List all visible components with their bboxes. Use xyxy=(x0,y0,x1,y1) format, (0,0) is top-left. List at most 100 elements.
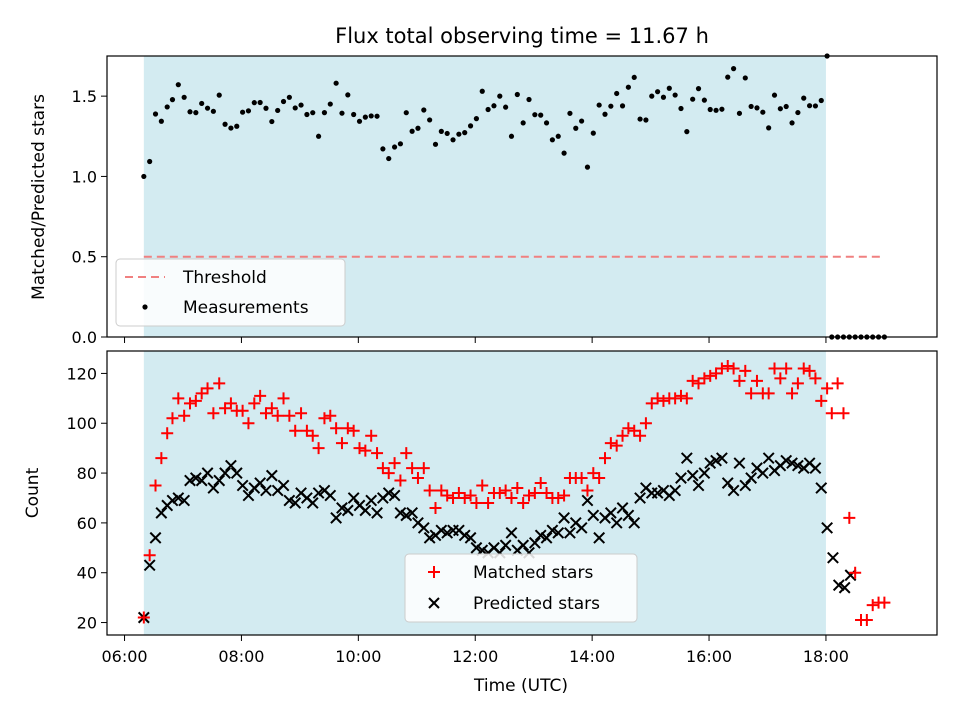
measurement-point xyxy=(771,92,778,98)
measurement-point xyxy=(321,110,328,116)
matched-point xyxy=(341,422,354,435)
matched-point xyxy=(306,429,319,442)
matched-point xyxy=(312,442,325,455)
predicted-point xyxy=(809,462,822,474)
measurement-point xyxy=(508,133,515,139)
measurement-point xyxy=(806,103,813,109)
predicted-point xyxy=(715,452,728,465)
matched-point xyxy=(528,487,541,499)
measurement-point xyxy=(567,110,573,116)
predicted-point xyxy=(225,459,237,472)
predicted-point xyxy=(359,504,372,517)
measurement-point xyxy=(666,85,672,91)
matched-point xyxy=(411,472,424,485)
y-tick-label: 120 xyxy=(66,364,97,383)
x-tick-label: 14:00 xyxy=(569,647,615,666)
matched-point xyxy=(750,374,763,387)
measurement-point xyxy=(655,89,661,95)
measurement-point xyxy=(573,125,579,131)
predicted-point xyxy=(528,536,541,549)
matched-point xyxy=(283,409,296,422)
measurement-point xyxy=(204,105,211,111)
measurement-point xyxy=(251,100,257,106)
measurement-point xyxy=(141,173,147,180)
matched-point xyxy=(552,491,565,504)
matched-point xyxy=(365,429,378,442)
measurement-point xyxy=(713,107,719,113)
measurement-point xyxy=(193,110,199,116)
matched-point xyxy=(493,487,506,499)
measurement-point xyxy=(269,118,275,125)
matched-point xyxy=(353,442,366,455)
matched-point xyxy=(686,374,699,387)
measurement-point xyxy=(403,110,409,116)
matched-point xyxy=(593,472,606,485)
measurement-point xyxy=(549,137,555,143)
matched-point xyxy=(178,409,191,422)
matched-point xyxy=(499,484,512,497)
measurement-point xyxy=(625,84,631,90)
matched-point xyxy=(330,422,343,435)
matched-point xyxy=(248,397,261,410)
measurement-point xyxy=(479,88,485,94)
matched-point xyxy=(680,392,693,405)
measurement-point xyxy=(491,103,497,109)
measurement-point xyxy=(222,121,228,127)
matched-point xyxy=(289,424,302,437)
predicted-point xyxy=(827,551,839,564)
matched-point xyxy=(558,489,571,502)
matched-point xyxy=(505,491,518,504)
predicted-point xyxy=(341,504,354,517)
measurement-point xyxy=(310,110,316,116)
predicted-point xyxy=(593,531,606,544)
predicted-point xyxy=(417,521,430,534)
matched-point xyxy=(347,424,360,437)
measurement-point xyxy=(450,137,456,143)
matched-point xyxy=(166,412,179,425)
bottom-y-axis-label: Count xyxy=(23,467,43,518)
predicted-point xyxy=(195,474,208,487)
measurement-point xyxy=(275,107,281,114)
measurement-point xyxy=(315,133,322,139)
predicted-point xyxy=(622,509,635,522)
x-tick-label: 16:00 xyxy=(686,647,732,666)
predicted-point xyxy=(242,489,255,502)
predicted-point xyxy=(499,539,512,552)
top-legend: Threshold Measurements xyxy=(115,258,346,327)
legend-matched-swatch xyxy=(428,566,440,578)
predicted-point xyxy=(406,507,419,519)
matched-point xyxy=(213,377,226,390)
legend-threshold-label: Threshold xyxy=(182,268,267,288)
measurement-point xyxy=(754,105,760,111)
matched-point xyxy=(534,477,547,490)
top-y-axis-label: Matched/Predicted stars xyxy=(29,94,49,300)
matched-point xyxy=(400,447,413,460)
measurement-point xyxy=(152,111,159,117)
measurement-point xyxy=(608,103,614,109)
top-panel-frame xyxy=(106,55,938,338)
measurement-point xyxy=(263,105,269,111)
predicted-point xyxy=(540,531,553,544)
measurement-point xyxy=(538,112,544,118)
chart-title: Flux total observing time = 11.67 h xyxy=(335,24,709,48)
predicted-point xyxy=(616,502,629,514)
matched-point xyxy=(768,362,781,375)
measurement-point xyxy=(199,100,205,107)
measurement-point xyxy=(333,80,339,86)
matched-point xyxy=(825,407,838,420)
measurement-point xyxy=(584,164,591,170)
measurement-point xyxy=(169,97,176,103)
measurement-point xyxy=(391,144,398,150)
measurement-point xyxy=(695,86,702,92)
measurement-point xyxy=(742,75,748,81)
y-tick-label: 60 xyxy=(77,514,97,533)
measurement-point xyxy=(690,96,696,102)
matched-point xyxy=(791,377,804,390)
matched-point xyxy=(634,429,647,442)
bottom-panel-frame xyxy=(106,350,938,636)
matched-point xyxy=(359,444,372,457)
measurement-point xyxy=(795,109,801,116)
matched-point xyxy=(184,397,196,410)
matched-point xyxy=(371,447,384,460)
predicted-point xyxy=(756,467,769,479)
